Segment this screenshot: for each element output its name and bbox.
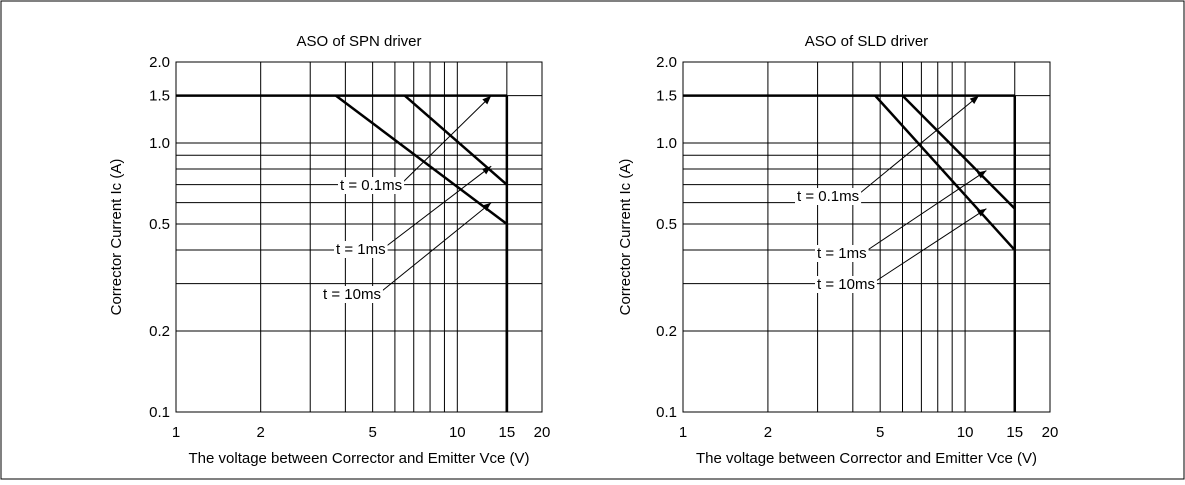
y-axis-label: Corrector Current Ic (A) [617,159,634,316]
series-line-0 [403,94,508,186]
x-tick-label: 1 [679,424,687,441]
y-tick-label: 2.0 [149,54,170,71]
grid-vertical [260,62,508,412]
x-tick-label: 20 [534,424,551,441]
annotation-10ms: t = 10ms [815,208,987,293]
label-background [321,286,383,303]
grid-horizontal [683,95,1050,332]
annotation-1ms: t = 1ms [815,170,987,262]
annotation-label: t = 0.1ms [340,177,402,194]
annotation-10ms: t = 10ms [321,202,492,303]
arrow-head [482,95,492,105]
y-tick-label: 0.2 [149,323,170,340]
annotation-arrow [867,170,987,251]
annotation-arrow [381,202,492,292]
x-tick-label: 2 [764,424,772,441]
label-background [795,188,862,205]
y-axis-label: Corrector Current Ic (A) [108,159,125,316]
annotation-label: t = 0.1ms [797,188,859,205]
annotation-label: t = 1ms [336,241,386,258]
x-tick-label: 5 [876,424,884,441]
annotation-0-1ms: t = 0.1ms [795,95,980,205]
annotation-label: t = 10ms [323,286,381,303]
annotations: t = 0.1ms t = 1ms t = 10ms [321,95,492,303]
label-background [815,276,877,293]
plot-frame [175,61,543,413]
chart-title: ASO of SLD driver [805,33,928,50]
label-background [815,245,869,262]
chart-sld: ASO of SLD driver 1 2 5 10 15 20 0.1 0.2 0.5 1.0… [617,33,1058,467]
y-tick-label: 0.1 [656,404,677,421]
y-tick-labels: 0.1 0.2 0.5 1.0 1.5 2.0 [656,54,677,421]
series-line-1 [335,94,508,225]
label-background [338,177,405,194]
y-tick-label: 1.5 [149,88,170,105]
x-tick-label: 15 [1006,424,1023,441]
series-lines [874,94,1017,412]
arrow-head [481,166,492,175]
x-tick-label: 20 [1042,424,1059,441]
annotation-label: t = 1ms [817,245,867,262]
x-tick-label: 5 [368,424,376,441]
arrow-head [969,95,979,105]
y-tick-label: 0.2 [656,323,677,340]
x-tick-label: 10 [449,424,466,441]
x-tick-labels: 1 2 5 10 15 20 [172,424,551,441]
annotation-arrow [875,208,987,282]
annotation-1ms: t = 1ms [334,165,492,258]
chart-spn: ASO of SPN driver 1 2 5 10 15 20 0.1 0.2 0.5 1.0… [108,33,550,467]
y-tick-label: 0.1 [149,404,170,421]
series-line-0 [901,94,1016,210]
annotations: t = 0.1ms t = 1ms t = 10ms [795,95,987,293]
arrow-head [976,170,987,179]
annotation-arrow [402,95,492,183]
x-tick-label: 2 [257,424,265,441]
annotation-arrow [386,165,492,247]
series-line-1 [874,94,1016,251]
y-tick-labels: 0.1 0.2 0.5 1.0 1.5 2.0 [149,54,170,421]
y-tick-label: 0.5 [149,216,170,233]
arrow-head [482,202,492,212]
x-tick-labels: 1 2 5 10 15 20 [679,424,1059,441]
x-axis-label: The voltage between Corrector and Emitte… [189,450,530,467]
annotation-label: t = 10ms [817,276,875,293]
annotation-arrow [859,95,980,194]
chart-title: ASO of SPN driver [296,33,421,50]
x-tick-label: 10 [957,424,974,441]
y-tick-label: 1.0 [656,135,677,152]
series-lines [335,94,509,412]
x-axis-label: The voltage between Corrector and Emitte… [696,450,1037,467]
x-tick-label: 15 [499,424,516,441]
y-tick-label: 0.5 [656,216,677,233]
plot-frame [682,61,1051,413]
x-tick-label: 1 [172,424,180,441]
arrow-head [976,208,987,217]
annotation-0-1ms: t = 0.1ms [338,95,492,194]
y-tick-label: 1.5 [656,88,677,105]
y-tick-label: 2.0 [656,54,677,71]
y-tick-label: 1.0 [149,135,170,152]
label-background [334,241,388,258]
